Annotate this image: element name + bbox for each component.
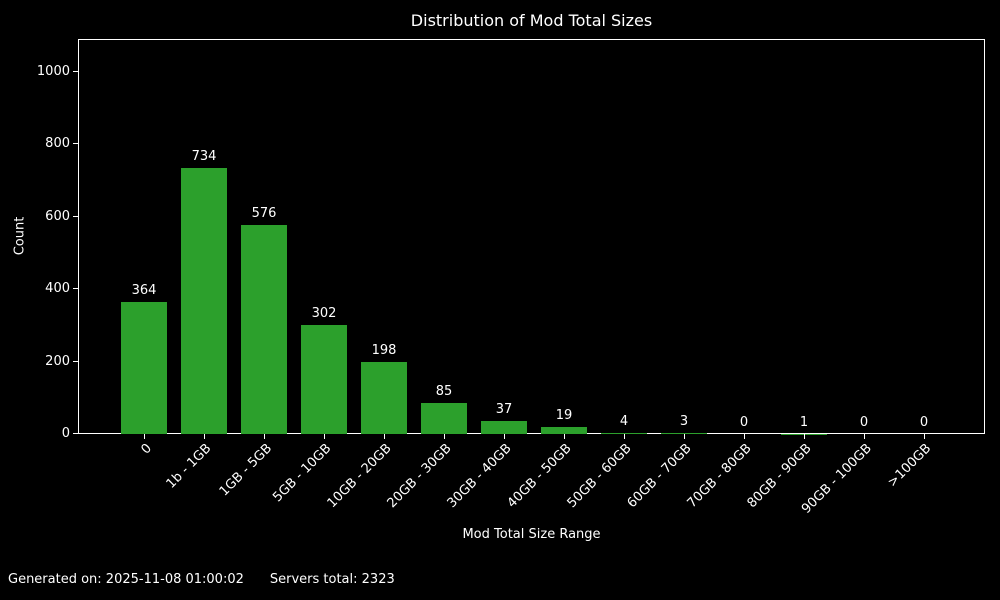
y-tick-label: 200 — [45, 353, 70, 369]
x-tick-mark — [144, 434, 145, 439]
x-tick-label: 1GB - 5GB — [216, 441, 275, 500]
x-tick-mark — [864, 434, 865, 439]
x-tick-mark — [624, 434, 625, 439]
x-tick-label: 80GB - 90GB — [744, 441, 815, 512]
x-tick-label: 50GB - 60GB — [564, 441, 635, 512]
x-tick-mark — [384, 434, 385, 439]
y-tick-label: 1000 — [36, 63, 70, 79]
x-tick-label: 30GB - 40GB — [444, 441, 515, 512]
x-tick-mark — [684, 434, 685, 439]
y-tick-label: 400 — [45, 281, 70, 297]
y-tick-label: 600 — [45, 208, 70, 224]
x-tick-label: 40GB - 50GB — [504, 441, 575, 512]
x-tick-label: 1b - 1GB — [163, 441, 215, 492]
x-tick-mark — [924, 434, 925, 439]
x-tick-label: 90GB - 100GB — [798, 441, 875, 517]
x-tick-label: 10GB - 20GB — [324, 441, 395, 512]
y-axis-label: Count — [12, 216, 28, 256]
plot-area — [78, 39, 985, 434]
y-tick-label: 0 — [61, 426, 70, 441]
x-tick-label: 70GB - 80GB — [684, 441, 755, 512]
x-tick-label: 20GB - 30GB — [384, 441, 455, 512]
x-tick-mark — [744, 434, 745, 439]
x-tick-label: >100GB — [885, 441, 935, 491]
x-tick-label: 60GB - 70GB — [624, 441, 695, 512]
x-tick-label: 5GB - 10GB — [270, 441, 335, 506]
x-tick-label: 0 — [138, 441, 155, 458]
footer: Generated on: 2025-11-08 01:00:02 Server… — [8, 572, 395, 587]
footer-servers-total: Servers total: 2323 — [269, 572, 395, 587]
x-tick-mark — [804, 434, 805, 439]
footer-generated-on: Generated on: 2025-11-08 01:00:02 — [8, 572, 244, 587]
x-tick-mark — [564, 434, 565, 439]
y-tick-label: 800 — [45, 136, 70, 152]
chart-title: Distribution of Mod Total Sizes — [410, 11, 653, 30]
x-tick-mark — [204, 434, 205, 439]
x-tick-mark — [324, 434, 325, 439]
x-tick-mark — [504, 434, 505, 439]
x-axis-label: Mod Total Size Range — [462, 527, 601, 542]
x-tick-mark — [444, 434, 445, 439]
x-tick-mark — [264, 434, 265, 439]
